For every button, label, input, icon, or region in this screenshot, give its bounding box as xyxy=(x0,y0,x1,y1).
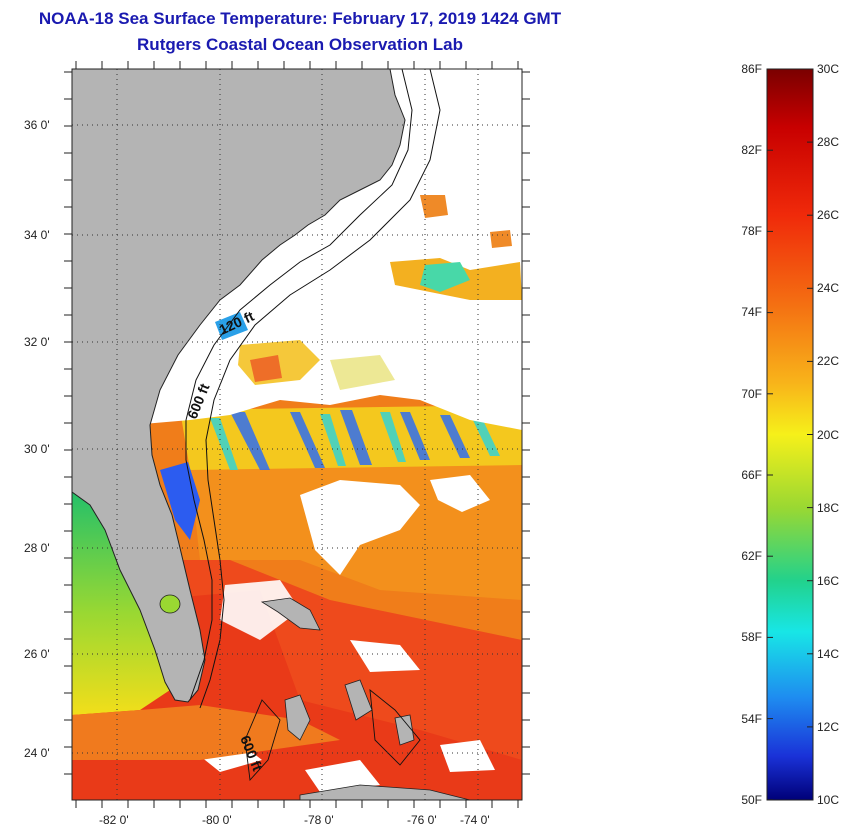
lon-label: -78 0' xyxy=(304,813,334,827)
lon-label: -74 0' xyxy=(460,813,490,827)
axis-ticks xyxy=(64,61,530,808)
lon-label: -82 0' xyxy=(99,813,129,827)
colorbar-c-label: 16C xyxy=(817,574,839,588)
colorbar-c-label: 10C xyxy=(817,793,839,807)
colorbar-f-label: 66F xyxy=(741,468,762,482)
colorbar-c-label: 14C xyxy=(817,647,839,661)
colorbar-c-label: 26C xyxy=(817,208,839,222)
colorbar-f-label: 54F xyxy=(741,712,762,726)
colorbar-f-label: 70F xyxy=(741,387,762,401)
lat-label: 28 0' xyxy=(24,541,50,555)
colorbar-f-label: 50F xyxy=(741,793,762,807)
lon-label: -76 0' xyxy=(407,813,437,827)
lat-label: 24 0' xyxy=(24,746,50,760)
colorbar-f-label: 86F xyxy=(741,62,762,76)
map-title: NOAA-18 Sea Surface Temperature: Februar… xyxy=(38,9,562,28)
contour-600ft xyxy=(199,69,441,709)
lat-label: 34 0' xyxy=(24,228,50,242)
colorbar-c-label: 30C xyxy=(817,62,839,76)
lat-label: 26 0' xyxy=(24,647,50,661)
gulf-of-mexico xyxy=(72,490,170,715)
colorbar-c-label: 20C xyxy=(817,428,839,442)
lon-label: -80 0' xyxy=(202,813,232,827)
colorbar: 86F 82F 78F 74F 70F 66F 62F 58F 54F 50F … xyxy=(741,62,839,807)
lake-okeechobee xyxy=(159,594,181,614)
bahamas xyxy=(260,597,321,631)
colorbar-c-label: 24C xyxy=(817,281,839,295)
cuba xyxy=(299,784,471,800)
land-mass xyxy=(72,69,406,703)
colorbar-c-label: 22C xyxy=(817,354,839,368)
colorbar-gradient xyxy=(766,68,814,801)
lat-label: 32 0' xyxy=(24,335,50,349)
colorbar-ticks xyxy=(767,68,813,801)
colorbar-f-label: 78F xyxy=(741,224,762,238)
contour-120ft xyxy=(185,69,413,701)
colorbar-c-label: 18C xyxy=(817,501,839,515)
map-frame xyxy=(71,68,523,801)
colorbar-f-label: 62F xyxy=(741,549,762,563)
map-subtitle: Rutgers Coastal Ocean Observation Lab xyxy=(137,35,463,54)
graticule xyxy=(72,69,522,800)
colorbar-c-label: 28C xyxy=(817,135,839,149)
lat-label: 30 0' xyxy=(24,442,50,456)
lat-label: 36 0' xyxy=(24,118,50,132)
colorbar-c-label: 12C xyxy=(817,720,839,734)
colorbar-f-label: 82F xyxy=(741,143,762,157)
colorbar-f-label: 58F xyxy=(741,630,762,644)
colorbar-f-label: 74F xyxy=(741,305,762,319)
